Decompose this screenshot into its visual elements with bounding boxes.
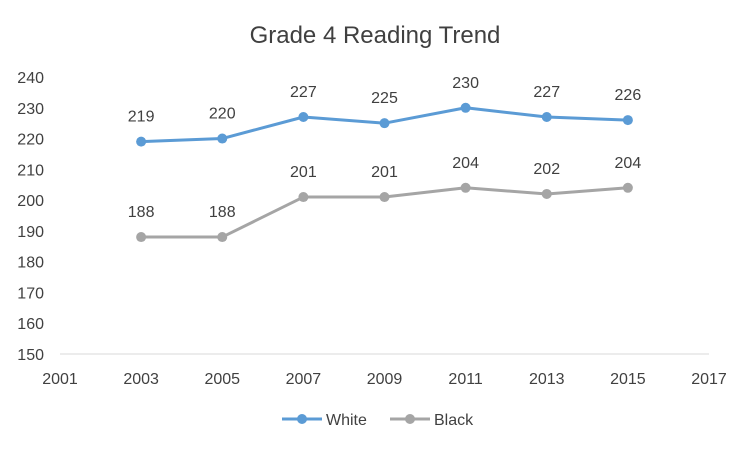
data-label-black: 204 — [452, 155, 479, 172]
data-label-black: 204 — [615, 155, 642, 172]
data-label-white: 225 — [371, 90, 398, 107]
x-tick-label: 2011 — [448, 371, 483, 388]
data-label-black: 188 — [209, 204, 236, 221]
x-tick-label: 2013 — [529, 371, 565, 388]
x-tick-label: 2003 — [123, 371, 159, 388]
data-label-white: 226 — [615, 87, 642, 104]
x-tick-label: 2007 — [286, 371, 322, 388]
legend-label-black: Black — [434, 412, 474, 429]
x-tick-label: 2009 — [367, 371, 403, 388]
y-tick-label: 240 — [17, 70, 44, 87]
data-point-black — [622, 182, 633, 193]
data-point-black — [379, 192, 390, 203]
x-tick-label: 2015 — [610, 371, 646, 388]
y-axis: 150 160 170 180 190 200 210 220 230 240 — [17, 70, 44, 364]
legend: White Black — [282, 412, 474, 429]
data-point-white — [622, 115, 633, 126]
data-point-black — [217, 232, 228, 243]
chart-title: Grade 4 Reading Trend — [250, 22, 501, 49]
data-label-white: 220 — [209, 106, 236, 123]
y-tick-label: 170 — [17, 285, 44, 302]
data-label-white: 227 — [533, 84, 560, 101]
x-tick-label: 2017 — [691, 371, 727, 388]
data-label-black: 201 — [290, 164, 317, 181]
data-point-white — [298, 112, 309, 123]
data-point-white — [136, 136, 147, 147]
y-tick-label: 220 — [17, 132, 44, 149]
data-point-white — [217, 133, 228, 144]
data-point-white — [541, 112, 552, 123]
data-label-white: 219 — [128, 109, 155, 126]
plot-area: 219 220 227 225 230 227 226 188 188 201 201 204 202 2… — [128, 75, 642, 243]
y-tick-label: 200 — [17, 193, 44, 210]
y-tick-label: 180 — [17, 255, 44, 272]
data-point-black — [298, 192, 309, 203]
data-point-white — [460, 102, 471, 113]
y-tick-label: 160 — [17, 316, 44, 333]
data-label-black: 201 — [371, 164, 398, 181]
y-tick-label: 150 — [17, 347, 44, 364]
data-label-white: 230 — [452, 75, 479, 92]
data-label-black: 188 — [128, 204, 155, 221]
data-point-white — [379, 118, 390, 129]
data-point-black — [136, 232, 147, 243]
data-point-black — [460, 182, 471, 193]
y-tick-label: 190 — [17, 224, 44, 241]
legend-marker-black — [405, 414, 415, 424]
x-axis: 2001 2003 2005 2007 2009 2011 2013 2015 2017 — [42, 371, 727, 388]
legend-label-white: White — [326, 412, 367, 429]
legend-marker-white — [297, 414, 307, 424]
data-label-black: 202 — [533, 161, 560, 178]
y-tick-label: 230 — [17, 101, 44, 118]
data-point-black — [541, 188, 552, 199]
data-label-white: 227 — [290, 84, 317, 101]
y-tick-label: 210 — [17, 162, 44, 179]
x-tick-label: 2005 — [204, 371, 240, 388]
x-tick-label: 2001 — [42, 371, 78, 388]
